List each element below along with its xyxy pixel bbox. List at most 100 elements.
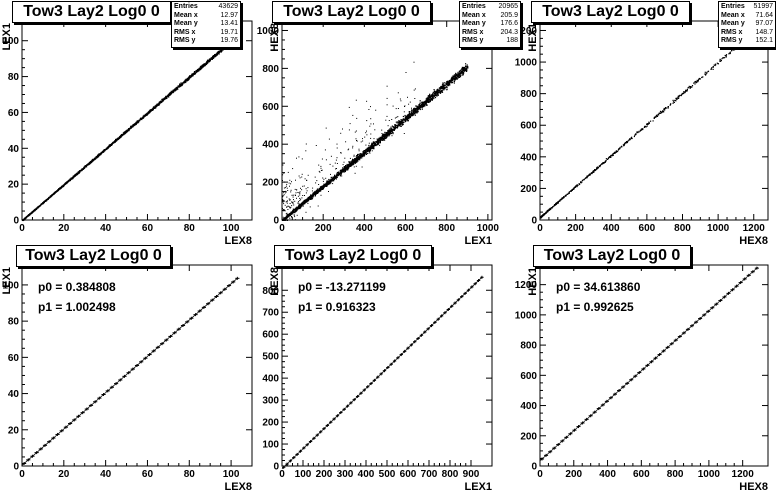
y-tick-label: 20	[8, 180, 20, 191]
scatter-point	[78, 171, 80, 173]
scatter-point	[98, 153, 100, 155]
scatter-point	[68, 180, 70, 182]
outlier-point	[300, 203, 302, 205]
y-tick-label: 800	[520, 89, 537, 100]
scatter-point	[453, 76, 455, 78]
outlier-point	[283, 192, 285, 194]
scatter-point	[394, 127, 397, 129]
scatter-point	[308, 197, 310, 200]
scatter-point	[414, 114, 416, 116]
scatter-point	[71, 177, 73, 179]
scatter-point	[322, 186, 324, 188]
scatter-point	[417, 108, 419, 110]
scatter-point	[426, 101, 428, 103]
scatter-point	[427, 96, 429, 98]
scatter-point	[290, 213, 292, 215]
scatter-point	[120, 136, 122, 138]
scatter-point	[218, 51, 220, 53]
scatter-point	[59, 188, 61, 190]
scatter-point	[329, 180, 332, 182]
scatter-point	[158, 103, 160, 105]
scatter-point	[180, 83, 182, 85]
scatter-point	[205, 63, 208, 66]
scatter-point	[461, 68, 463, 70]
scatter-point	[344, 168, 346, 171]
scatter-point	[184, 81, 186, 83]
scatter-point	[306, 201, 308, 203]
outlier-point	[289, 207, 291, 209]
scatter-point	[430, 96, 432, 98]
outlier-point	[340, 173, 342, 175]
scatter-point	[382, 134, 384, 136]
scatter-point	[445, 83, 447, 85]
outlier-point	[284, 220, 286, 221]
scatter-point	[387, 131, 389, 133]
scatter-point	[422, 105, 424, 108]
x-tick-label: 1200	[743, 223, 766, 234]
scatter-point	[433, 97, 435, 100]
scatter-point	[107, 146, 109, 148]
scatter-point	[104, 149, 106, 151]
scatter-point	[388, 135, 390, 137]
scatter-point	[310, 195, 312, 197]
outlier-point	[386, 97, 388, 99]
scatter-point	[177, 88, 179, 90]
outlier-point	[292, 168, 294, 170]
outlier-point	[298, 201, 300, 203]
scatter-point	[318, 189, 320, 191]
scatter-point	[119, 136, 121, 138]
scatter-point	[342, 171, 344, 173]
scatter-point	[315, 190, 317, 192]
scatter-point	[385, 132, 387, 134]
scatter-point	[288, 214, 290, 216]
scatter-point	[401, 122, 403, 124]
scatter-point	[100, 154, 102, 156]
outlier-point	[369, 149, 371, 151]
scatter-point	[162, 98, 164, 100]
scatter-point	[412, 109, 414, 111]
scatter-point	[196, 69, 198, 71]
scatter-point	[143, 115, 145, 117]
scatter-point	[319, 189, 322, 191]
y-tick-label: 80	[8, 72, 20, 83]
scatter-point	[446, 83, 448, 85]
x-axis-label: HEX8	[739, 235, 768, 247]
scatter-point	[391, 128, 393, 130]
scatter-point	[373, 142, 375, 144]
outlier-point	[381, 129, 383, 131]
scatter-point	[434, 95, 436, 97]
scatter-point	[153, 106, 155, 108]
scatter-point	[442, 87, 445, 89]
scatter-point	[380, 138, 382, 140]
scatter-point	[65, 181, 68, 183]
scatter-point	[326, 183, 328, 185]
outlier-point	[282, 207, 283, 209]
scatter-point	[325, 182, 327, 184]
scatter-point	[288, 214, 290, 216]
outlier-point	[368, 142, 370, 144]
outlier-point	[366, 134, 368, 136]
scatter-point	[193, 71, 196, 73]
scatter-point	[176, 89, 178, 91]
scatter-point	[406, 119, 408, 121]
outlier-point	[305, 143, 307, 145]
scatter-point	[314, 193, 316, 195]
outlier-point	[291, 181, 292, 183]
scatter-point	[205, 62, 207, 64]
outlier-point	[388, 120, 390, 121]
scatter-point	[429, 97, 431, 99]
outlier-point	[290, 191, 292, 193]
scatter-point	[343, 166, 345, 168]
outlier-point	[352, 114, 354, 116]
scatter-point	[40, 204, 42, 207]
y-tick-label: 1000	[515, 58, 538, 69]
x-tick-label: 40	[100, 223, 112, 234]
outlier-point	[317, 205, 319, 207]
scatter-point	[195, 70, 197, 72]
scatter-point	[221, 49, 223, 51]
scatter-point	[139, 119, 141, 122]
scatter-point	[185, 80, 187, 82]
scatter-point	[438, 91, 440, 93]
scatter-point	[393, 127, 395, 129]
outlier-point	[282, 220, 283, 221]
